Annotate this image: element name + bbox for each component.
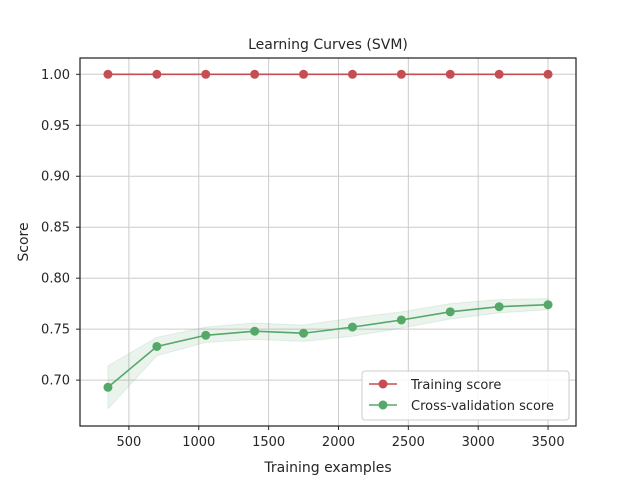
point-cv xyxy=(201,330,211,340)
x-tick-label: 2500 xyxy=(392,435,425,450)
x-tick-label: 500 xyxy=(116,435,141,450)
series-layer xyxy=(103,69,553,392)
y-tick-label: 0.85 xyxy=(41,221,70,236)
point-training xyxy=(396,69,406,79)
x-tick-label: 3500 xyxy=(532,435,565,450)
legend-label-cv: Cross-validation score xyxy=(411,399,554,414)
x-tick-label: 1500 xyxy=(252,435,285,450)
point-training xyxy=(347,69,357,79)
legend-box xyxy=(361,370,570,421)
y-axis-label: Score xyxy=(16,222,32,261)
legend-marker-training xyxy=(378,379,388,389)
point-cv xyxy=(347,322,357,332)
x-tick-label: 1000 xyxy=(182,435,215,450)
point-cv xyxy=(445,307,455,317)
point-training xyxy=(201,69,211,79)
point-cv xyxy=(299,328,309,338)
point-training xyxy=(250,69,260,79)
point-training xyxy=(543,69,553,79)
y-tick-label: 0.75 xyxy=(41,323,70,338)
point-training xyxy=(494,69,504,79)
point-training xyxy=(152,69,162,79)
point-cv xyxy=(396,315,406,325)
x-tick-label: 2000 xyxy=(322,435,355,450)
legend-label-training: Training score xyxy=(410,378,501,393)
plot-frame xyxy=(79,57,577,427)
legend: Training score Cross-validation score xyxy=(361,370,570,421)
point-training xyxy=(445,69,455,79)
legend-marker-cv xyxy=(378,400,388,410)
score-bands xyxy=(107,73,549,410)
point-cv xyxy=(250,326,260,336)
y-tick-label: 0.70 xyxy=(41,374,70,389)
y-tick-label: 0.95 xyxy=(41,119,70,134)
axis-ticks: 500 1000 1500 2000 2500 3000 3500 0.70 0.75 0.80 0… xyxy=(41,68,565,450)
point-cv xyxy=(543,300,553,310)
chart-title: Learning Curves (SVM) xyxy=(248,37,408,53)
point-training xyxy=(299,69,309,79)
x-axis-label: Training examples xyxy=(263,460,391,476)
band-cv xyxy=(107,298,549,410)
point-training xyxy=(103,69,113,79)
point-cv xyxy=(152,341,162,351)
y-tick-label: 0.80 xyxy=(41,272,70,287)
y-tick-label: 0.90 xyxy=(41,170,70,185)
point-cv xyxy=(494,302,504,312)
x-tick-label: 3000 xyxy=(462,435,495,450)
point-cv xyxy=(103,382,113,392)
line-cv xyxy=(107,303,549,388)
y-tick-label: 1.00 xyxy=(41,68,70,83)
